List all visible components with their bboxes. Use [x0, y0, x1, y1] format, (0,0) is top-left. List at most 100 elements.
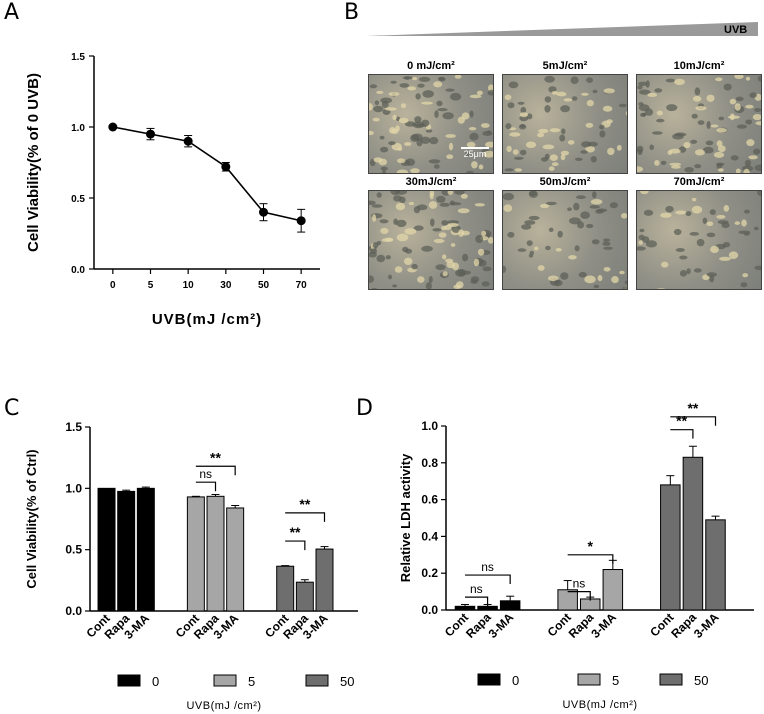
scale-bar: 25μm [461, 147, 489, 159]
cell-blob [672, 133, 684, 140]
cell-blob [625, 110, 627, 116]
chart-a: 0.0 0.5 1.0 1.5 0 5 10 30 50 70 Cell Viability(% o… [25, 52, 320, 328]
cell-blob [753, 148, 761, 155]
cell-blob [573, 202, 580, 211]
cell-blob [619, 270, 625, 275]
cell-blob [616, 144, 622, 151]
cell-blob [545, 201, 557, 206]
legend-swatch [477, 673, 501, 686]
micrograph-label: 5mJ/cm² [542, 60, 588, 72]
cell-blob [706, 232, 716, 238]
cell-blob [637, 148, 643, 156]
cell-blob [745, 119, 753, 125]
cell-blob [466, 170, 474, 173]
bar [206, 495, 225, 612]
cell-blob [752, 114, 761, 121]
cell-blob [690, 139, 698, 144]
cell-blob [380, 146, 389, 153]
cell-blob [581, 141, 592, 148]
cell-blob [637, 246, 646, 251]
cell-texture [369, 75, 493, 173]
legend-swatch [117, 674, 141, 687]
cell-blob [560, 105, 570, 113]
data-point [183, 136, 193, 146]
cell-blob [376, 254, 386, 263]
significance-label: ns [470, 582, 483, 596]
cell-blob [433, 164, 440, 169]
cell-blob [551, 162, 559, 167]
bar [499, 600, 521, 611]
cell-blob [445, 88, 455, 92]
cell-blob [445, 134, 456, 138]
cell-blob [524, 220, 536, 225]
significance-label: ns [481, 560, 494, 574]
cell-blob [643, 209, 654, 216]
cell-blob [425, 282, 432, 289]
cell-blob [741, 219, 747, 227]
cell-blob [718, 116, 725, 121]
significance-label: ** [687, 400, 698, 416]
panel-letter-a: A [4, 0, 20, 25]
micrograph-panel: UVB 0 mJ/cm² 25μm 5mJ/cm² 10mJ/cm² 30mJ/cm² 5… [362, 22, 764, 294]
y-axis-label: Relative LDH activity [398, 453, 413, 582]
cell-blob [586, 223, 594, 229]
cell-blob [691, 113, 698, 119]
cell-blob [609, 202, 618, 209]
cell-blob [685, 211, 692, 217]
cell-blob [380, 166, 388, 171]
cell-blob [381, 100, 389, 108]
cell-blob [584, 275, 596, 284]
cell-blob [656, 288, 666, 289]
cell-blob [469, 110, 474, 118]
cell-blob [593, 284, 600, 289]
cell-blob [436, 100, 443, 107]
cell-blob [421, 101, 433, 105]
cell-blob [560, 272, 569, 280]
cell-blob [638, 240, 643, 245]
y-tick-label: 0.2 [421, 566, 438, 580]
cell-blob [396, 233, 409, 242]
cell-blob [639, 89, 651, 95]
cell-blob [686, 268, 691, 275]
cell-blob [695, 106, 707, 111]
cell-blob [637, 166, 644, 173]
cell-blob [436, 195, 446, 203]
significance-bracket [670, 429, 694, 439]
cell-blob [517, 248, 527, 252]
cell-blob [481, 281, 490, 287]
cell-blob [574, 245, 580, 252]
cell-blob [551, 91, 559, 95]
cell-blob [454, 75, 462, 79]
cell-blob [446, 261, 455, 269]
cell-blob [508, 81, 519, 89]
cell-blob [442, 254, 447, 260]
cell-blob [675, 210, 687, 215]
y-axis-label: Cell Viability(% of 0 UVB) [25, 73, 42, 252]
cell-blob [410, 168, 420, 173]
y-tick-label: 0.8 [421, 456, 438, 470]
cell-blob [483, 150, 493, 158]
cell-blob [451, 225, 461, 233]
micrograph-label: 50mJ/cm² [539, 176, 591, 188]
bar [186, 496, 205, 612]
x-tick-label: Rapa [668, 610, 699, 641]
cell-blob [556, 91, 567, 97]
cell-blob [544, 105, 551, 113]
cell-blob [640, 191, 649, 195]
cell-blob [429, 191, 435, 197]
cell-blob [537, 132, 545, 138]
cell-blob [429, 136, 439, 145]
cell-blob [734, 103, 741, 111]
cell-blob [746, 139, 755, 147]
significance-label: ns [573, 577, 586, 591]
cell-blob [381, 169, 387, 173]
cell-texture [503, 191, 627, 289]
cell-blob [568, 255, 577, 260]
cell-blob [705, 140, 714, 146]
cell-blob [592, 191, 597, 199]
cell-blob [645, 240, 657, 248]
cell-blob [743, 168, 750, 173]
cell-blob [416, 204, 428, 211]
cell-blob [371, 204, 383, 208]
